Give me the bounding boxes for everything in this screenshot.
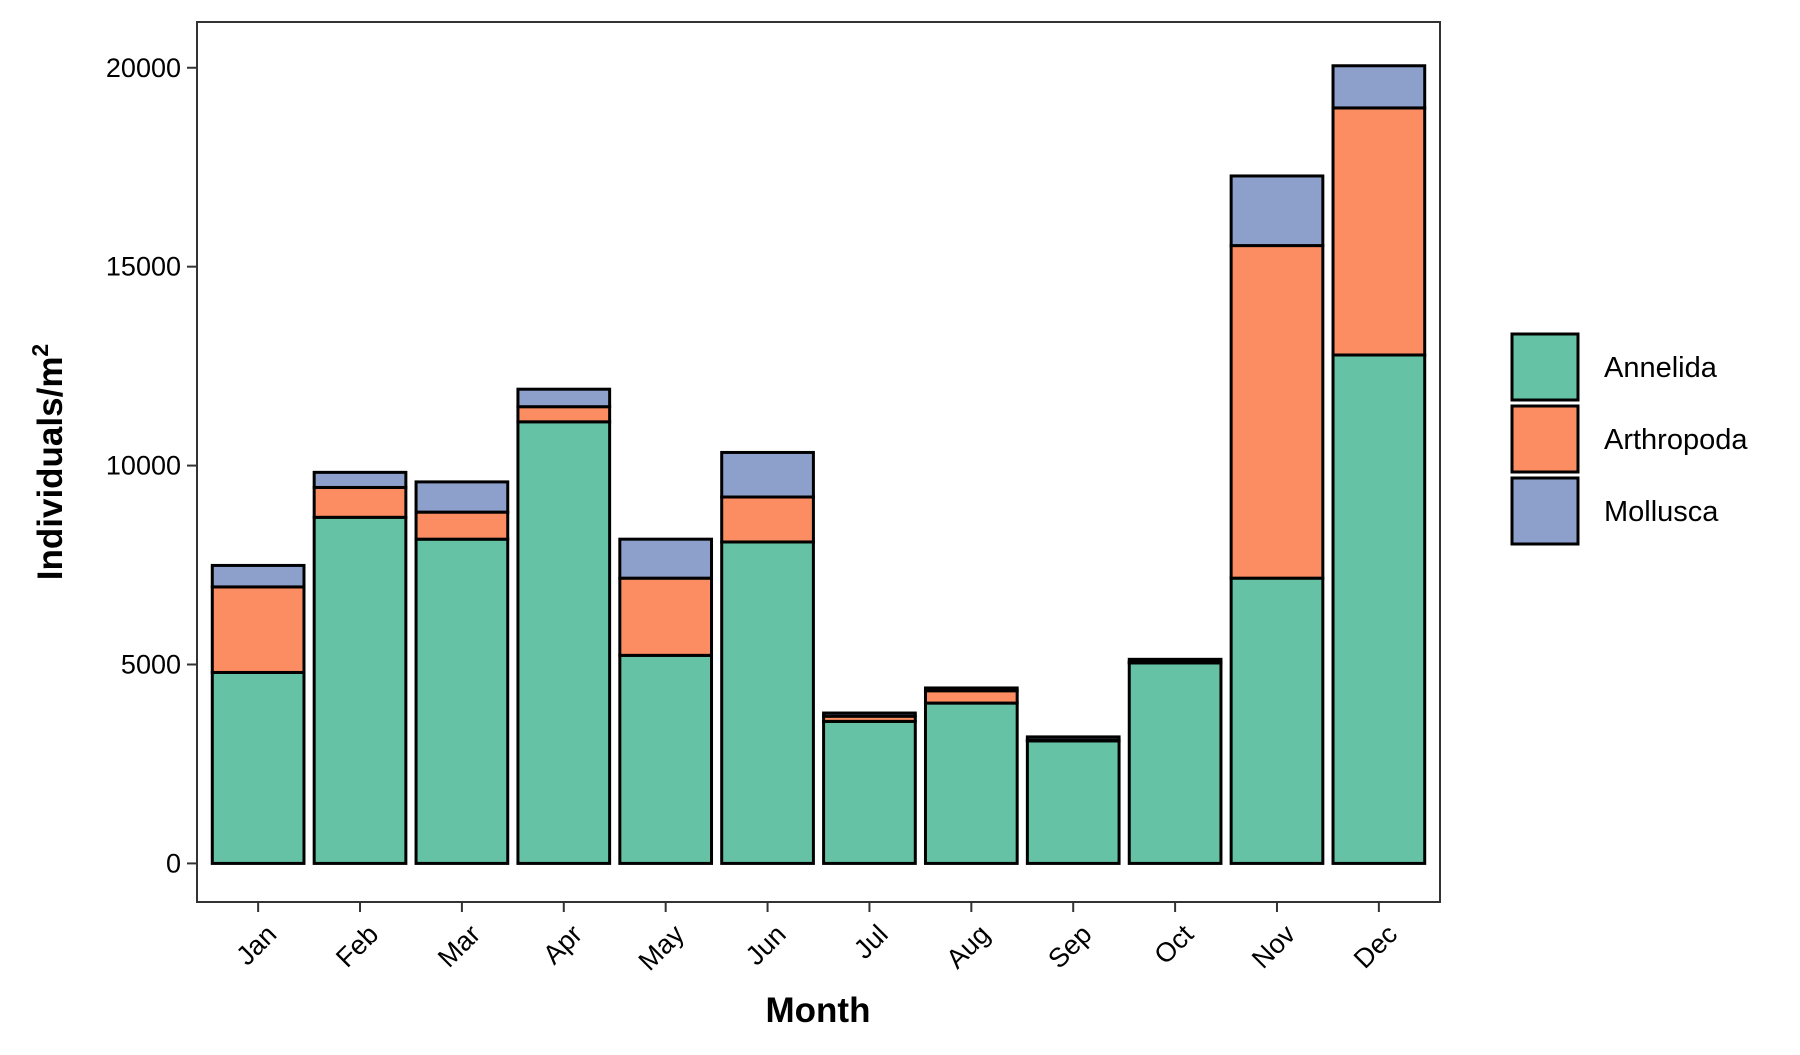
y-axis-title-text: Individuals/m bbox=[31, 357, 70, 581]
y-tick-label: 15000 bbox=[106, 252, 181, 282]
y-tick-label: 0 bbox=[166, 848, 181, 878]
x-axis-title: Month bbox=[766, 991, 871, 1030]
bar-annelida-apr bbox=[516, 420, 612, 865]
x-tick-label-dec: Dec bbox=[1348, 919, 1403, 974]
bar-mollusca-nov bbox=[1229, 174, 1325, 248]
bar-mollusca-apr bbox=[516, 387, 612, 409]
y-axis-title: Individuals/m2 bbox=[27, 344, 70, 580]
x-tick-label-oct: Oct bbox=[1148, 919, 1199, 970]
bar-mollusca-oct bbox=[1127, 657, 1223, 664]
x-tick-label-jul: Jul bbox=[848, 919, 894, 965]
x-tick-label-sep: Sep bbox=[1042, 919, 1097, 974]
bar-mollusca-jul bbox=[822, 711, 917, 718]
bar-arthropoda-apr bbox=[516, 405, 612, 424]
bar-arthropoda-dec bbox=[1331, 106, 1427, 357]
x-tick-label-jan: Jan bbox=[230, 919, 282, 971]
x-tick-label-nov: Nov bbox=[1246, 919, 1302, 975]
bar-arthropoda-may bbox=[618, 576, 714, 657]
bar-arthropoda-aug bbox=[923, 689, 1019, 705]
bar-mollusca-jun bbox=[720, 450, 815, 499]
x-axis: Jan Feb Mar Apr May Jun Jul Aug Sep Oct Nov Dec bbox=[230, 902, 1403, 976]
x-tick-label-mar: Mar bbox=[432, 919, 486, 973]
x-tick-label-jun: Jun bbox=[740, 919, 792, 971]
y-tick-label: 20000 bbox=[106, 53, 181, 83]
bar-annelida-aug bbox=[923, 701, 1019, 865]
bar-annelida-sep bbox=[1025, 739, 1121, 865]
bar-mollusca-dec bbox=[1331, 64, 1427, 110]
bar-annelida-mar bbox=[414, 537, 510, 865]
legend-label-annelida: Annelida bbox=[1604, 352, 1718, 384]
legend-key-arthropoda bbox=[1510, 404, 1580, 474]
legend: Annelida Arthropoda Mollusca bbox=[1510, 332, 1748, 546]
bar-annelida-jun bbox=[720, 540, 815, 865]
bar-mollusca-may bbox=[618, 537, 714, 580]
bar-arthropoda-jun bbox=[720, 495, 815, 544]
x-tick-label-aug: Aug bbox=[940, 919, 995, 974]
legend-key-mollusca bbox=[1510, 476, 1580, 546]
x-tick-label-apr: Apr bbox=[537, 919, 588, 970]
bar-mollusca-sep bbox=[1025, 735, 1121, 742]
bar-arthropoda-nov bbox=[1229, 244, 1325, 580]
y-axis-title-superscript: 2 bbox=[27, 344, 53, 357]
bar-mollusca-feb bbox=[312, 470, 408, 489]
bar-annelida-oct bbox=[1127, 661, 1223, 865]
legend-label-arthropoda: Arthropoda bbox=[1604, 424, 1748, 456]
plot-panel-border bbox=[196, 21, 1441, 903]
y-axis: 0 5000 10000 15000 20000 bbox=[106, 53, 197, 878]
bar-arthropoda-mar bbox=[414, 510, 510, 541]
bar-arthropoda-feb bbox=[312, 485, 408, 519]
bar-annelida-dec bbox=[1331, 353, 1427, 865]
y-tick-label: 5000 bbox=[121, 649, 181, 679]
x-tick-label-feb: Feb bbox=[330, 919, 384, 973]
y-tick-label: 10000 bbox=[106, 451, 181, 481]
x-tick-label-may: May bbox=[633, 919, 691, 977]
bar-annelida-may bbox=[618, 653, 714, 865]
legend-label-mollusca: Mollusca bbox=[1604, 496, 1719, 528]
bars-layer bbox=[210, 64, 1427, 865]
bar-mollusca-jan bbox=[210, 563, 306, 589]
bar-annelida-jan bbox=[210, 670, 306, 865]
bar-annelida-nov bbox=[1229, 576, 1325, 865]
legend-key-annelida bbox=[1510, 332, 1580, 402]
bar-mollusca-mar bbox=[414, 480, 510, 514]
bar-arthropoda-jan bbox=[210, 585, 306, 674]
bar-annelida-feb bbox=[312, 515, 408, 865]
bar-annelida-jul bbox=[822, 719, 917, 865]
bar-mollusca-aug bbox=[923, 686, 1019, 693]
